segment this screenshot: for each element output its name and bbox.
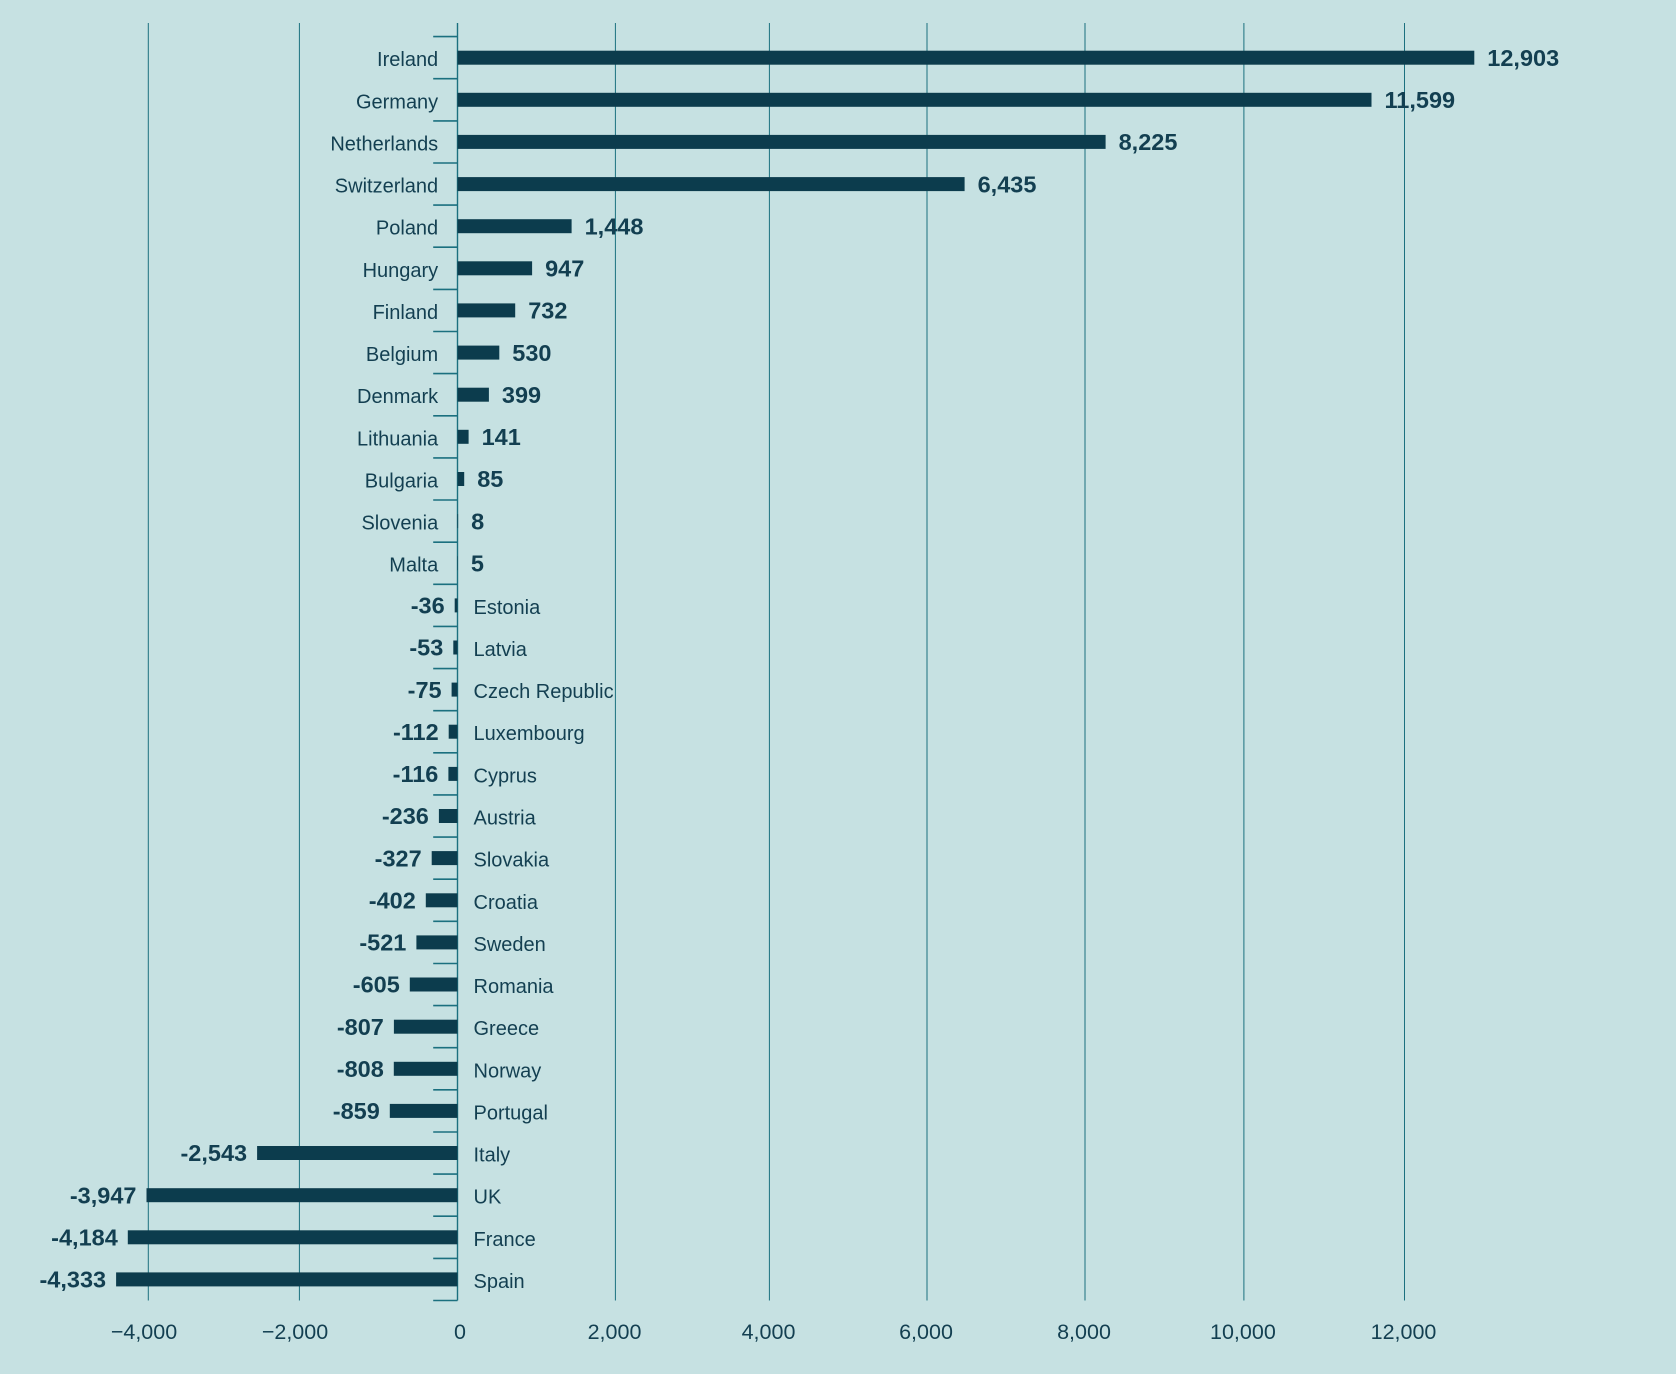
svg-text:947: 947 <box>545 256 584 282</box>
svg-text:Denmark: Denmark <box>357 386 439 408</box>
svg-text:-605: -605 <box>353 972 400 998</box>
svg-text:10,000: 10,000 <box>1210 1320 1276 1344</box>
svg-text:399: 399 <box>502 382 541 408</box>
svg-text:Estonia: Estonia <box>474 597 542 619</box>
svg-text:8: 8 <box>471 508 484 534</box>
svg-text:Switzerland: Switzerland <box>335 176 438 198</box>
svg-text:8,225: 8,225 <box>1119 129 1178 155</box>
svg-text:Finland: Finland <box>373 302 439 324</box>
svg-text:4,000: 4,000 <box>742 1320 796 1344</box>
svg-text:Lithuania: Lithuania <box>357 428 439 450</box>
svg-text:8,000: 8,000 <box>1057 1320 1111 1344</box>
svg-text:Spain: Spain <box>474 1271 525 1293</box>
svg-text:-4,184: -4,184 <box>51 1225 118 1251</box>
svg-text:0: 0 <box>454 1320 466 1344</box>
svg-text:-808: -808 <box>337 1056 384 1082</box>
svg-text:Poland: Poland <box>376 218 438 240</box>
svg-text:11,599: 11,599 <box>1385 87 1456 113</box>
svg-text:5: 5 <box>471 550 484 576</box>
svg-text:Czech Republic: Czech Republic <box>474 681 614 703</box>
svg-text:85: 85 <box>477 466 503 492</box>
svg-text:-236: -236 <box>382 803 429 829</box>
svg-text:-402: -402 <box>369 888 416 914</box>
svg-text:−4,000: −4,000 <box>111 1320 177 1344</box>
svg-text:-36: -36 <box>411 593 445 619</box>
svg-text:Croatia: Croatia <box>474 892 539 914</box>
svg-text:-112: -112 <box>393 719 439 745</box>
svg-text:-807: -807 <box>337 1014 384 1040</box>
svg-text:Norway: Norway <box>474 1060 542 1082</box>
svg-text:Netherlands: Netherlands <box>330 133 438 155</box>
svg-text:530: 530 <box>512 340 551 366</box>
svg-text:-859: -859 <box>333 1098 380 1124</box>
svg-text:-2,543: -2,543 <box>180 1140 247 1166</box>
svg-text:12,903: 12,903 <box>1487 45 1559 71</box>
svg-text:732: 732 <box>528 298 567 324</box>
svg-text:France: France <box>474 1229 536 1251</box>
svg-text:Hungary: Hungary <box>363 260 439 282</box>
svg-text:UK: UK <box>474 1187 502 1209</box>
svg-text:Belgium: Belgium <box>366 344 438 366</box>
svg-text:12,000: 12,000 <box>1371 1320 1437 1344</box>
svg-text:Slovakia: Slovakia <box>474 850 550 872</box>
svg-text:Austria: Austria <box>474 808 537 830</box>
svg-text:Ireland: Ireland <box>377 49 438 71</box>
svg-text:-116: -116 <box>393 761 439 787</box>
svg-text:Greece: Greece <box>474 1018 540 1040</box>
svg-text:Bulgaria: Bulgaria <box>365 471 439 493</box>
svg-text:Slovenia: Slovenia <box>361 513 439 535</box>
svg-text:Luxembourg: Luxembourg <box>474 723 585 745</box>
svg-text:Cyprus: Cyprus <box>474 765 537 787</box>
svg-text:-3,947: -3,947 <box>70 1182 137 1208</box>
svg-text:-53: -53 <box>409 635 443 661</box>
svg-text:6,000: 6,000 <box>899 1320 953 1344</box>
svg-text:-521: -521 <box>359 930 406 956</box>
svg-text:-327: -327 <box>375 845 422 871</box>
svg-text:Portugal: Portugal <box>474 1102 549 1124</box>
svg-text:6,435: 6,435 <box>978 171 1037 197</box>
svg-text:Sweden: Sweden <box>474 934 546 956</box>
svg-text:Romania: Romania <box>474 976 555 998</box>
svg-text:141: 141 <box>482 424 521 450</box>
svg-text:Italy: Italy <box>474 1145 511 1167</box>
svg-text:−2,000: −2,000 <box>262 1320 328 1344</box>
svg-text:-4,333: -4,333 <box>39 1267 106 1293</box>
svg-text:2,000: 2,000 <box>588 1320 642 1344</box>
svg-text:Malta: Malta <box>389 555 439 577</box>
svg-text:-75: -75 <box>408 677 442 703</box>
svg-text:Latvia: Latvia <box>474 639 528 661</box>
svg-text:1,448: 1,448 <box>585 213 644 239</box>
svg-text:Germany: Germany <box>356 91 438 113</box>
